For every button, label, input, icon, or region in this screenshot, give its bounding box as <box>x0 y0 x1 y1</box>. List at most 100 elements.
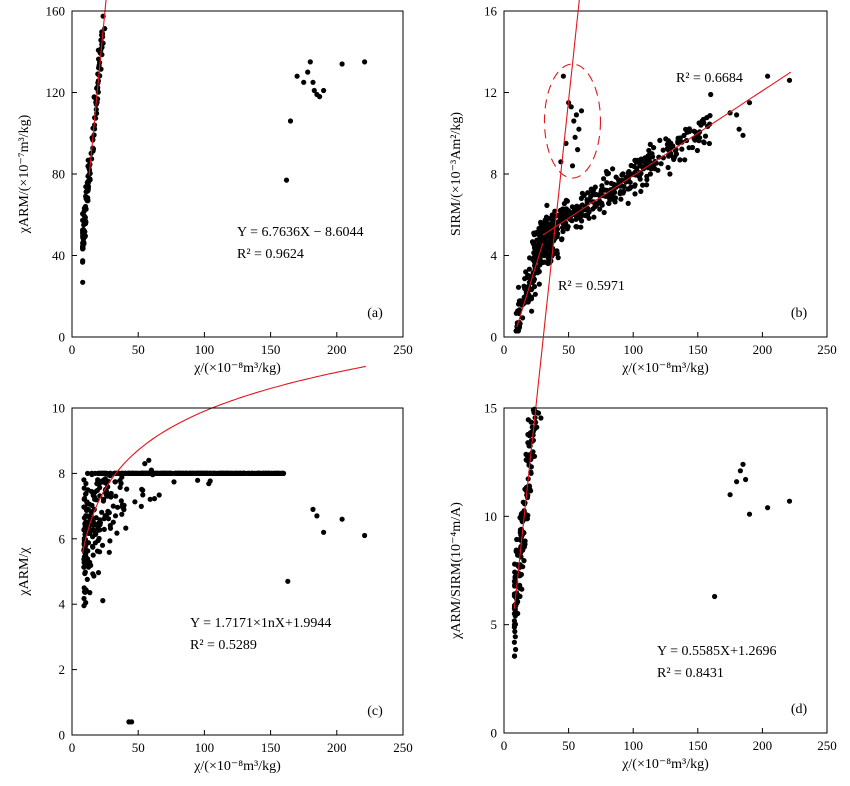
data-point <box>94 487 100 493</box>
data-point <box>543 214 550 220</box>
data-point <box>529 431 535 437</box>
data-point <box>525 417 531 423</box>
data-point <box>575 147 581 153</box>
data-point <box>92 126 98 132</box>
data-point <box>712 593 718 600</box>
data-point <box>512 582 518 588</box>
x-tick-label: 50 <box>132 740 145 755</box>
data-point <box>513 328 519 334</box>
data-point <box>646 147 652 154</box>
data-point <box>702 133 709 139</box>
data-point <box>516 301 522 307</box>
data-point <box>92 531 99 538</box>
data-point <box>637 176 643 182</box>
y-tick-label: 8 <box>491 167 498 182</box>
data-point <box>576 126 582 132</box>
data-point <box>615 177 622 183</box>
data-point <box>171 479 177 485</box>
data-point <box>579 190 586 196</box>
x-tick-label: 0 <box>501 342 508 357</box>
data-point <box>85 187 91 193</box>
fit-line <box>82 365 367 554</box>
data-point <box>525 458 531 464</box>
y-axis-label: χARM/(×10⁻⁷m³/kg) <box>17 114 32 234</box>
data-point <box>511 618 517 624</box>
data-point <box>101 526 107 533</box>
y-tick-label: 16 <box>484 4 498 19</box>
data-point <box>646 154 652 160</box>
x-tick-label: 150 <box>261 740 281 755</box>
data-point <box>97 73 103 79</box>
data-point <box>564 198 571 204</box>
data-point <box>85 470 91 476</box>
x-tick-label: 50 <box>562 738 575 753</box>
x-tick-label: 200 <box>327 740 347 755</box>
data-point <box>90 491 97 497</box>
data-point <box>634 159 640 165</box>
data-point <box>512 569 518 575</box>
data-point <box>736 126 742 132</box>
data-point <box>82 589 88 595</box>
data-point <box>531 276 538 282</box>
data-point <box>529 239 536 245</box>
data-point <box>618 196 624 202</box>
data-point <box>124 486 130 492</box>
data-point <box>167 470 173 476</box>
x-tick-label: 0 <box>501 738 508 753</box>
data-point <box>547 251 553 257</box>
data-point <box>544 222 550 228</box>
data-point <box>129 470 135 476</box>
data-point <box>550 216 556 223</box>
data-point <box>590 206 596 212</box>
data-point <box>90 552 96 558</box>
data-point <box>531 453 538 459</box>
data-point <box>647 171 654 177</box>
data-point <box>86 564 92 570</box>
data-point <box>81 495 88 502</box>
data-point <box>598 189 604 195</box>
fit-line <box>516 243 544 327</box>
outlier-ellipse <box>543 63 602 179</box>
data-point <box>520 315 526 321</box>
data-point <box>699 118 705 124</box>
data-point <box>148 467 154 473</box>
x-tick-label: 100 <box>195 740 215 755</box>
data-point <box>765 73 771 79</box>
data-point <box>105 516 112 522</box>
fit-annotation: Y = 0.5585X+1.2696 <box>657 644 777 659</box>
data-point <box>740 132 746 138</box>
data-point <box>101 496 107 502</box>
y-tick-label: 15 <box>484 401 497 416</box>
plot-frame <box>71 10 404 338</box>
data-point <box>681 132 687 139</box>
data-point <box>89 502 95 508</box>
data-point <box>686 145 692 151</box>
data-point <box>701 140 707 146</box>
data-point <box>665 164 671 171</box>
data-point <box>106 549 112 555</box>
data-point <box>672 154 678 160</box>
data-point <box>527 255 533 261</box>
data-point <box>108 490 114 497</box>
data-point <box>85 487 91 493</box>
data-point <box>647 141 653 147</box>
data-point <box>134 470 140 476</box>
data-point <box>620 171 626 177</box>
data-point <box>558 213 565 219</box>
fit-annotation: R² = 0.9624 <box>237 247 304 262</box>
panel-label: (c) <box>367 704 383 719</box>
data-point <box>694 147 701 154</box>
data-point <box>140 470 146 476</box>
x-tick-label: 200 <box>753 738 773 753</box>
data-point <box>217 470 223 476</box>
data-point <box>305 69 311 75</box>
data-point <box>80 258 86 264</box>
data-point <box>260 470 266 476</box>
data-point <box>101 470 107 476</box>
data-point <box>623 179 629 185</box>
data-point <box>119 474 125 480</box>
data-point <box>97 517 103 523</box>
data-point <box>517 585 523 591</box>
data-point <box>523 516 529 522</box>
